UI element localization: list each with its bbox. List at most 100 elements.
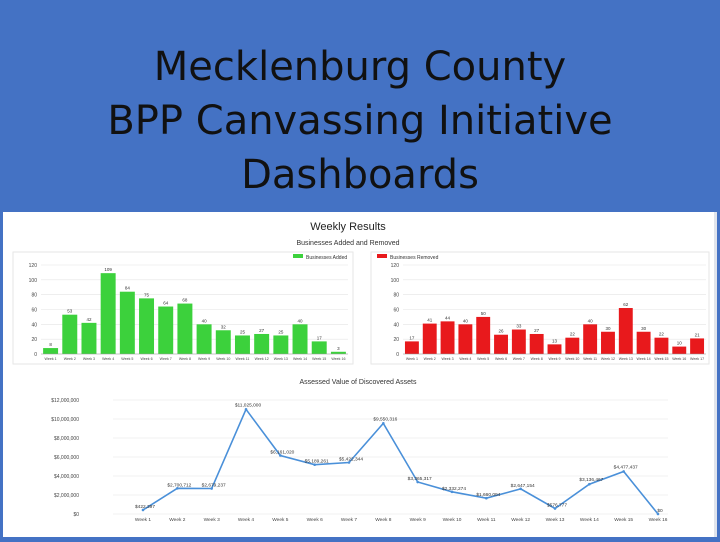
removed-ytick-label: 0 (396, 352, 399, 358)
added-xtick-label: Week 11 (236, 357, 250, 361)
value-xtick-label: Week 16 (649, 517, 668, 523)
removed-bar (565, 337, 580, 354)
removed-bar-value-label: 44 (445, 315, 451, 320)
added-bar-value-label: 3 (337, 346, 340, 351)
title-line-2: BPP Canvassing Initiative (107, 98, 613, 144)
added-xtick-label: Week 8 (179, 357, 191, 361)
removed-bar-value-label: 33 (516, 324, 522, 329)
value-ytick-label: $0 (73, 512, 79, 518)
added-xtick-label: Week 2 (64, 357, 76, 361)
value-point (485, 496, 488, 500)
added-xtick-label: Week 13 (274, 357, 288, 361)
value-xtick-label: Week 8 (375, 517, 392, 523)
removed-xtick-label: Week 13 (619, 357, 633, 361)
added-legend-swatch (293, 254, 303, 258)
added-bar (62, 314, 78, 354)
added-ytick-label: 40 (31, 322, 37, 328)
removed-bar-value-label: 17 (409, 335, 415, 340)
added-bar (215, 330, 231, 354)
removed-xtick-label: Week 7 (513, 357, 525, 361)
removed-bar-value-label: 62 (623, 302, 629, 307)
removed-xtick-label: Week 9 (548, 357, 560, 361)
value-point (450, 490, 454, 494)
removed-bar (511, 329, 526, 354)
value-point (588, 482, 591, 486)
value-point (141, 508, 145, 512)
value-point (519, 487, 522, 491)
removed-bar (422, 323, 437, 354)
value-point (656, 512, 660, 516)
removed-xtick-label: Week 12 (601, 357, 615, 361)
value-point-label: $11,025,000 (235, 402, 262, 408)
value-point-label: $3,136,467 (579, 477, 603, 483)
value-series-line (142, 407, 659, 515)
value-xtick-label: Week 2 (169, 517, 186, 523)
assessed-value-chart: $0 $2,000,000 $4,000,000 $6,000,000 $8,000,0… (51, 398, 668, 523)
removed-bar (601, 331, 615, 354)
added-bar (273, 335, 289, 354)
removed-bar-value-label: 30 (641, 326, 647, 331)
removed-bar-value-label: 10 (677, 341, 683, 346)
added-xtick-label: Week 12 (255, 357, 269, 361)
value-xtick-label: Week 3 (204, 517, 221, 523)
green-chart-frame (12, 251, 354, 365)
added-bar (139, 298, 155, 354)
removed-bar-value-label: 41 (427, 318, 433, 323)
removed-bar-value-label: 26 (499, 329, 505, 334)
removed-bar-value-label: 13 (552, 338, 558, 343)
removed-xtick-label: Week 17 (690, 357, 704, 361)
removed-bar (618, 308, 633, 354)
removed-ytick-label: 120 (391, 263, 400, 269)
businesses-removed-chart: Businesses Removed 0 20 40 60 80 100 120 17 Week … (377, 254, 706, 361)
value-point-label: $2,647,154 (511, 483, 535, 489)
added-ytick-label: 60 (31, 308, 37, 314)
value-ytick-label: $6,000,000 (54, 455, 79, 461)
value-xtick-label: Week 4 (238, 517, 255, 523)
removed-ytick-label: 20 (393, 337, 399, 343)
value-point (382, 421, 385, 425)
removed-bar (583, 324, 598, 354)
value-xtick-label: Week 7 (341, 517, 358, 523)
value-ytick-label: $12,000,000 (51, 398, 79, 404)
removed-ytick-label: 80 (393, 293, 399, 299)
added-bar-value-label: 40 (202, 318, 208, 323)
added-bar (234, 335, 250, 354)
line-chart-title: Assessed Value of Discovered Assets (300, 379, 417, 386)
removed-bar-value-label: 40 (463, 318, 469, 323)
value-xtick-label: Week 15 (614, 517, 633, 523)
added-bar-value-label: 68 (182, 298, 188, 303)
removed-bar-value-label: 21 (695, 332, 701, 337)
removed-bar-value-label: 40 (588, 318, 594, 323)
value-xtick-label: Week 9 (410, 517, 427, 523)
value-point (210, 487, 213, 490)
added-bar-value-label: 8 (49, 342, 52, 347)
value-ytick-label: $8,000,000 (54, 436, 79, 442)
dashboard-title: Weekly Results (310, 221, 386, 233)
added-bar-value-label: 25 (278, 329, 284, 334)
added-ytick-label: 20 (31, 337, 37, 343)
added-bar-value-label: 32 (221, 324, 227, 329)
removed-bar (636, 331, 651, 354)
added-legend-label: Businesses Added (306, 255, 347, 261)
added-bar-value-label: 109 (104, 267, 112, 272)
removed-bar-value-label: 50 (481, 311, 487, 316)
removed-bar (404, 341, 419, 354)
added-bar (330, 351, 346, 354)
removed-xtick-label: Week 11 (583, 357, 597, 361)
added-bar-value-label: 25 (240, 329, 246, 334)
added-bar (311, 341, 327, 354)
removed-xtick-label: Week 3 (441, 357, 453, 361)
added-bar-value-label: 40 (298, 318, 304, 323)
added-xtick-label: Week 10 (216, 357, 230, 361)
removed-xtick-label: Week 2 (424, 357, 436, 361)
slide-header: Mecklenburg County BPP Canvassing Initia… (0, 0, 720, 212)
added-ytick-label: 80 (31, 293, 37, 299)
value-xtick-label: Week 10 (443, 517, 462, 523)
value-xtick-label: Week 12 (511, 517, 530, 523)
added-xtick-label: Week 4 (102, 357, 114, 361)
value-point-label: $3,365,317 (408, 476, 432, 482)
value-xtick-label: Week 13 (546, 517, 565, 523)
removed-bar (547, 344, 562, 354)
value-xtick-label: Week 6 (307, 517, 324, 523)
